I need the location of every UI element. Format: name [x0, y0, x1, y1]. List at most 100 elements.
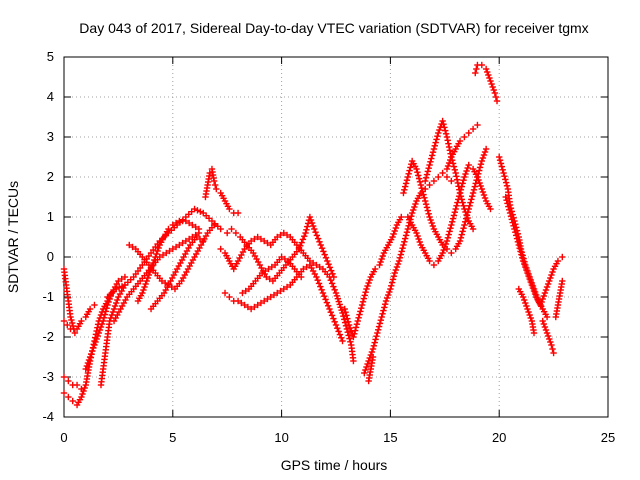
data-point — [331, 318, 338, 325]
data-point — [513, 235, 521, 242]
data-point — [538, 298, 545, 306]
data-point — [318, 245, 326, 252]
data-point — [84, 359, 92, 367]
data-point — [469, 125, 477, 133]
data-point — [360, 295, 368, 302]
y-tick-label: -4 — [42, 409, 54, 424]
data-point — [418, 185, 425, 192]
data-point — [251, 303, 258, 311]
data-point — [359, 298, 367, 305]
data-point — [353, 321, 361, 328]
data-point — [161, 279, 169, 287]
data-point — [102, 308, 109, 315]
data-point — [96, 326, 104, 334]
data-point — [530, 287, 538, 295]
data-point — [559, 277, 566, 285]
data-point — [301, 233, 308, 240]
data-point — [331, 286, 338, 293]
data-point — [172, 219, 180, 227]
data-point — [464, 214, 471, 222]
data-point — [435, 173, 442, 181]
data-point — [444, 234, 452, 241]
data-point — [456, 189, 464, 197]
data-point — [344, 318, 352, 325]
data-point — [519, 254, 526, 261]
data-point — [191, 205, 198, 213]
data-point — [419, 188, 426, 195]
data-point — [482, 145, 490, 153]
data-point — [121, 273, 129, 281]
data-point — [442, 240, 450, 248]
data-point — [453, 176, 461, 183]
data-point — [422, 197, 429, 205]
data-point — [484, 68, 491, 76]
data-point — [433, 136, 440, 143]
data-point — [543, 329, 551, 337]
data-point — [540, 320, 548, 328]
data-point — [441, 243, 448, 251]
data-point — [485, 71, 492, 79]
data-point — [445, 159, 453, 167]
data-point — [424, 168, 432, 175]
data-point — [355, 314, 362, 321]
data-point — [500, 169, 507, 177]
data-point — [182, 237, 190, 245]
data-point — [323, 299, 331, 306]
data-point — [101, 311, 109, 318]
data-point — [329, 270, 336, 277]
data-point — [469, 193, 476, 200]
data-point — [519, 257, 527, 265]
data-point — [309, 222, 317, 230]
data-point — [425, 210, 432, 217]
y-tick-label: -2 — [42, 329, 54, 344]
data-point — [524, 305, 531, 313]
data-point — [445, 143, 453, 151]
data-point — [313, 232, 321, 239]
data-point — [519, 293, 527, 301]
data-point — [415, 235, 422, 243]
data-point — [324, 257, 331, 265]
data-point — [358, 301, 366, 309]
data-point — [304, 223, 311, 230]
data-point — [251, 235, 258, 243]
axis-ticks: 0 5 10 15 20 25 -4 -3 -2 -1 0 1 2 3 4 5 — [42, 49, 615, 445]
data-point — [356, 311, 363, 318]
data-point — [110, 305, 118, 313]
data-point — [71, 329, 79, 337]
data-point — [401, 238, 408, 245]
data-point — [469, 189, 477, 197]
data-point — [372, 336, 379, 343]
data-point — [451, 166, 459, 173]
data-point — [444, 162, 452, 170]
data-point — [262, 267, 269, 275]
data-point — [416, 238, 423, 246]
data-point — [98, 320, 106, 328]
data-point — [391, 227, 398, 235]
data-point — [479, 188, 487, 196]
data-point — [544, 280, 552, 288]
data-point — [254, 301, 261, 309]
data-point — [541, 289, 549, 297]
data-point — [179, 239, 186, 247]
data-point — [313, 261, 320, 269]
data-point — [408, 213, 415, 220]
data-point — [446, 147, 454, 154]
x-tick-label: 5 — [169, 430, 176, 445]
data-point — [474, 173, 481, 181]
data-point — [277, 231, 284, 239]
y-axis-label: SDTVAR / TECUs — [5, 181, 21, 293]
data-point — [543, 313, 551, 321]
data-point — [351, 327, 359, 334]
data-point — [432, 139, 439, 146]
data-point — [456, 237, 464, 245]
data-point — [376, 261, 383, 269]
data-point — [420, 191, 427, 198]
data-point — [326, 264, 334, 271]
y-tick-label: -1 — [42, 289, 54, 304]
data-point — [118, 283, 126, 290]
data-point — [330, 315, 337, 322]
data-point — [525, 272, 532, 280]
data-point — [440, 246, 447, 254]
data-point — [109, 308, 117, 316]
data-point — [280, 285, 287, 293]
